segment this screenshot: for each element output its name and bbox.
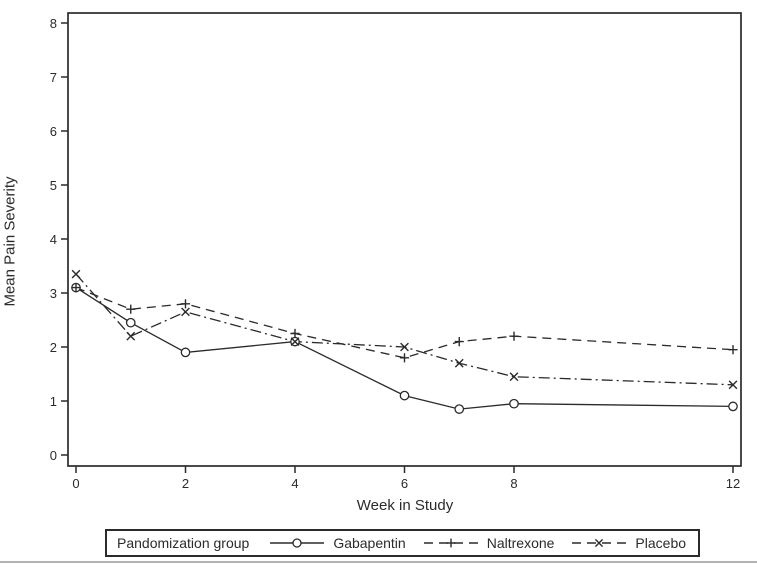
circle-marker-gabapentin xyxy=(509,398,519,409)
series-line-gabapentin xyxy=(75,287,734,410)
plus-marker-naltrexone xyxy=(180,299,191,309)
plus-marker-naltrexone xyxy=(71,283,81,293)
x-axis-title: Week in Study xyxy=(356,497,454,514)
y-tick-label: 1 xyxy=(49,394,57,409)
legend-sample-dashed-plus xyxy=(423,538,478,548)
x-tick-label: 12 xyxy=(725,476,741,491)
circle-marker-gabapentin xyxy=(399,390,410,401)
y-tick-label: 0 xyxy=(49,448,57,463)
legend-label: Gabapentin xyxy=(333,535,406,551)
x-marker-placebo xyxy=(728,380,738,390)
y-tick-label: 5 xyxy=(49,178,57,193)
plus-marker-naltrexone xyxy=(126,304,136,314)
legend-label: Naltrexone xyxy=(486,535,555,551)
plus-marker-naltrexone xyxy=(399,353,410,363)
legend-label: Placebo xyxy=(635,535,687,551)
circle-marker-gabapentin xyxy=(454,404,465,414)
legend-items: Gabapentin Naltrexone Placebo xyxy=(269,535,686,551)
legend-item-gabapentin: Gabapentin xyxy=(269,535,406,551)
x-marker-placebo xyxy=(126,331,136,341)
y-tick-label: 2 xyxy=(49,340,57,355)
circle-marker-gabapentin xyxy=(180,347,191,358)
y-tick-label: 6 xyxy=(49,124,57,139)
scan-artifact-line xyxy=(0,561,757,563)
x-marker-placebo xyxy=(400,342,409,352)
x-tick-label: 8 xyxy=(510,476,518,491)
plus-marker-naltrexone xyxy=(290,328,300,339)
x-marker-placebo xyxy=(290,337,300,346)
x-icon xyxy=(595,538,604,548)
y-tick-label: 4 xyxy=(49,232,57,247)
legend-title: Pandomization group xyxy=(117,535,250,551)
y-axis-title: Mean Pain Severity xyxy=(1,176,19,307)
x-marker-placebo xyxy=(181,307,190,317)
plus-marker-naltrexone xyxy=(728,345,738,355)
plus-marker-naltrexone xyxy=(454,337,464,347)
plus-icon xyxy=(446,538,456,548)
y-tick-label: 8 xyxy=(49,16,57,31)
circle-icon xyxy=(292,538,302,548)
plus-marker-naltrexone xyxy=(509,331,519,341)
legend-item-naltrexone: Naltrexone xyxy=(423,535,555,551)
circle-marker-gabapentin xyxy=(728,401,738,412)
x-tick-label: 6 xyxy=(400,476,409,491)
y-tick-label: 7 xyxy=(49,70,57,85)
x-tick-label: 0 xyxy=(72,476,80,491)
series-line-placebo xyxy=(75,273,734,386)
x-tick-label: 2 xyxy=(181,476,190,491)
legend-item-placebo: Placebo xyxy=(571,535,686,551)
x-marker-placebo xyxy=(454,358,464,368)
x-marker-placebo xyxy=(509,372,519,382)
circle-marker-gabapentin xyxy=(125,317,136,328)
legend-sample-solid-circle xyxy=(270,538,325,548)
series-line-naltrexone xyxy=(75,286,734,359)
legend: Pandomization group Gabapentin Naltrexone… xyxy=(105,529,700,557)
x-marker-placebo xyxy=(71,269,81,279)
y-tick-label: 3 xyxy=(49,286,57,301)
x-tick-label: 4 xyxy=(291,476,299,491)
legend-sample-dashdot-x xyxy=(572,538,627,548)
